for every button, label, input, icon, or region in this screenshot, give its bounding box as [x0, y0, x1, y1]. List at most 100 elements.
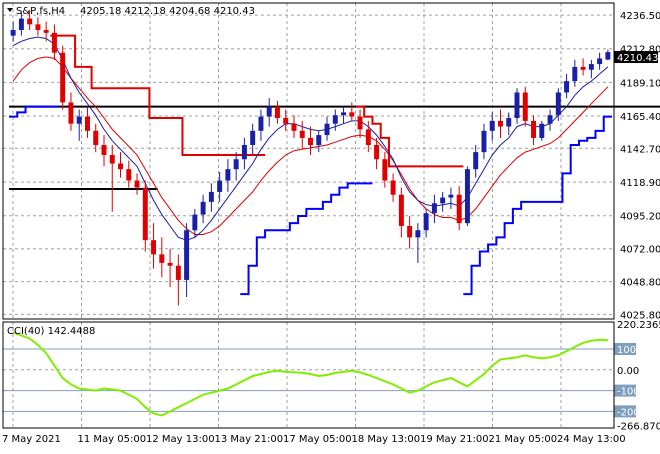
candle-body — [225, 169, 231, 181]
candle — [514, 88, 520, 124]
candle-body — [134, 180, 140, 188]
candle — [382, 152, 388, 188]
candle — [324, 116, 330, 141]
candle-body — [440, 197, 446, 204]
candle-body — [68, 102, 74, 124]
candle — [489, 112, 495, 141]
cci-path — [12, 331, 608, 417]
candle — [398, 187, 404, 238]
candle-body — [431, 203, 437, 214]
candle — [365, 120, 371, 153]
collapse-triangle-icon[interactable] — [7, 8, 13, 12]
time-tick-label: 17 May 05:00 — [283, 434, 352, 445]
time-tick-label: 21 May 05:00 — [489, 434, 558, 445]
candle-body — [332, 115, 338, 124]
candle-body — [217, 180, 223, 192]
time-axis-labels: 7 May 2021 11 May 05:00 12 May 13:00 13 May… — [2, 434, 626, 445]
candle — [341, 106, 347, 124]
candle-body — [382, 159, 388, 181]
candle-body — [456, 194, 462, 224]
time-tick-label: 11 May 05:00 — [78, 434, 147, 445]
price-tick-label: 4189.10 — [620, 78, 660, 89]
candle-body — [27, 18, 33, 25]
candle — [605, 49, 611, 61]
candle-body — [514, 92, 520, 119]
candle-body — [498, 120, 503, 127]
candle — [266, 98, 272, 127]
candle-body — [473, 152, 479, 170]
candle — [250, 123, 256, 155]
candle — [217, 172, 223, 202]
candle — [225, 159, 231, 192]
candle-body — [142, 187, 148, 241]
candle — [547, 109, 553, 131]
candle — [448, 187, 454, 209]
candle-body — [522, 92, 528, 121]
candle-body — [308, 137, 313, 146]
time-tick-label: 18 May 13:00 — [352, 434, 421, 445]
cci-tick-label: -200 — [617, 407, 640, 418]
candle-body — [324, 123, 330, 136]
candle — [291, 115, 297, 138]
candle-body — [200, 201, 206, 215]
candle — [332, 109, 338, 131]
indicator-plot-frame — [2, 321, 615, 429]
time-tick-label: 24 May 13:00 — [557, 434, 626, 445]
candle-body — [365, 129, 371, 146]
cci-tick-label: 100 — [617, 345, 636, 356]
candle-body — [448, 194, 454, 198]
candle-body — [51, 32, 57, 53]
price-tick-label: 4095.20 — [620, 212, 660, 223]
candle — [101, 135, 107, 167]
candle-body — [184, 230, 190, 280]
red-step-line — [50, 34, 464, 168]
symbol-label: S&P,fs,H4 — [16, 6, 65, 17]
candle — [464, 166, 470, 226]
candle — [283, 109, 289, 131]
blue-step-path — [9, 105, 612, 296]
cci-level-badge — [614, 343, 636, 356]
candle — [184, 223, 190, 297]
candle — [357, 109, 363, 138]
cci-level-badge — [614, 405, 636, 418]
candle — [10, 21, 16, 42]
candle-body — [572, 66, 578, 82]
ohlc-label: 4205.18 4212.18 4204.68 4210.43 — [80, 6, 255, 17]
candle-body — [464, 169, 470, 224]
candle — [118, 152, 123, 178]
candle — [456, 186, 462, 231]
candle — [51, 24, 57, 60]
candle-body — [415, 230, 421, 238]
price-tick-label: 4212.80 — [620, 45, 660, 56]
price-axis-labels: 4236.50 4212.80 4189.10 4165.40 4142.70 4118.… — [620, 11, 660, 321]
candle — [390, 173, 396, 202]
cci-tick-label: -100 — [617, 387, 640, 398]
candle — [192, 208, 198, 238]
candle-body — [374, 145, 380, 160]
candle-body — [489, 120, 495, 131]
indicator-label: CCI(40) 142.4488 — [7, 326, 95, 337]
red-step-path — [50, 34, 464, 168]
candle-body — [93, 130, 99, 146]
candle-body — [35, 24, 41, 30]
candle-body — [341, 112, 347, 116]
candle — [407, 216, 413, 249]
candle — [76, 109, 82, 141]
candle — [539, 120, 545, 141]
candle-body — [580, 66, 586, 70]
candle — [299, 120, 305, 150]
candle — [473, 145, 479, 178]
price-tick-label: 4118.90 — [620, 178, 660, 189]
candle — [431, 194, 437, 224]
candle-body — [274, 106, 280, 119]
candle — [241, 137, 247, 170]
candle — [374, 137, 380, 170]
time-tick-label: 12 May 13:00 — [146, 434, 215, 445]
price-tick-label: 4142.70 — [620, 144, 660, 155]
main-plot-frame — [2, 2, 615, 320]
candle — [572, 59, 578, 87]
candle — [440, 191, 446, 212]
candle — [142, 180, 148, 252]
time-tick-label: 7 May 2021 — [2, 434, 61, 445]
current-price-label: 4210.43 — [617, 53, 658, 64]
